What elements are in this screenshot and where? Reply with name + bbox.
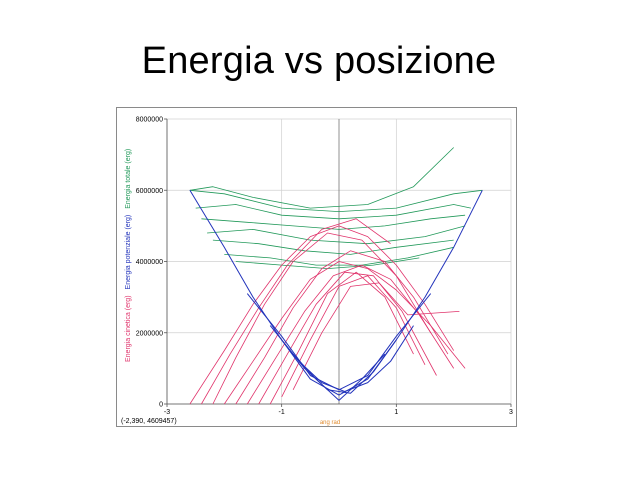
y-axis-label-2: Energia totale (erg) (125, 149, 132, 209)
potential-energy-series-10 (269, 325, 414, 392)
potential-energy-series-8 (189, 190, 483, 396)
chart-y-labels: Energia cinetica (erg) Energia potenziale… (125, 149, 132, 362)
y-tick-label: 6000000 (136, 188, 163, 195)
y-axis-label-0: Energia cinetica (erg) (125, 295, 132, 362)
x-tick-label: 3 (509, 409, 513, 416)
y-tick-label: 8000000 (136, 117, 163, 124)
total-energy-series-0 (189, 189, 483, 213)
kinetic-energy-series-20 (281, 275, 426, 398)
x-tick-label: 1 (394, 409, 398, 416)
kinetic-energy-series-17 (269, 271, 414, 405)
y-axis-label-1: Energia potenziale (erg) (125, 215, 132, 290)
potential-energy-series-12 (292, 353, 386, 401)
y-tick-label: 0 (159, 402, 163, 409)
slide-title: Energia vs posizione (141, 40, 497, 82)
chart-series (189, 147, 483, 405)
kinetic-energy-series-19 (235, 250, 449, 405)
total-energy-series-7 (235, 257, 420, 270)
total-energy-series-5 (212, 239, 454, 255)
kinetic-energy-series-21 (292, 282, 460, 390)
kinetic-energy-series-15 (246, 264, 455, 405)
potential-energy-series-11 (281, 339, 397, 394)
total-energy-series-6 (224, 246, 454, 266)
total-energy-series-4 (207, 225, 466, 245)
total-energy-series-1 (189, 147, 454, 209)
chart-panel (116, 107, 517, 427)
kinetic-energy-series-13 (189, 225, 455, 405)
kinetic-energy-series-16 (258, 271, 437, 405)
x-axis-label: ang rad (319, 420, 341, 426)
total-energy-series-2 (195, 204, 471, 220)
chart-axes: 0 2000000 4000000 6000000 8000000 -3 -1 1 3 (136, 117, 513, 417)
y-tick-label: 4000000 (136, 259, 163, 266)
x-tick-label: -3 (164, 409, 170, 416)
total-energy-series-3 (201, 214, 466, 230)
y-tick-label: 2000000 (136, 330, 163, 337)
kinetic-energy-series-22 (201, 218, 391, 405)
kinetic-energy-series-18 (212, 232, 432, 405)
x-tick-label: -1 (279, 409, 285, 416)
coordinate-readout: (-2,390, 4609457) (121, 418, 177, 425)
